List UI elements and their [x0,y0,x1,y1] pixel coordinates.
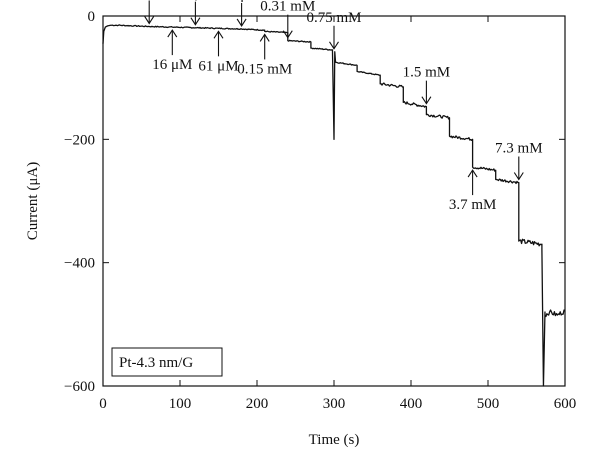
annotation-label: 31 μM [175,0,215,2]
annotation: 0.15 mM [237,33,292,77]
annotation-arrowhead [282,30,293,39]
annotation: 0.31 mM [260,0,315,39]
x-axis-title: Time (s) [309,432,360,448]
annotation-arrowhead [236,18,247,27]
annotation-label: 61 μM [198,58,238,74]
annotation: 31 μM [175,0,215,26]
tick-marks [102,15,566,387]
y-tick-label: −200 [64,132,95,148]
annotation-label: 77 μM [222,0,262,3]
annotation-arrowhead [259,33,270,42]
x-tick-label: 300 [323,396,346,412]
x-tick-label: 500 [477,396,500,412]
legend-box [111,347,223,377]
x-tick-label: 0 [99,396,107,412]
annotation-arrowhead [190,17,201,26]
x-tick-label: 100 [169,396,192,412]
annotation: 61 μM [198,30,239,74]
y-tick-label: −400 [64,256,95,272]
annotation: 8 μM [133,0,166,25]
annotation-label: 0.15 mM [237,61,292,77]
annotation: 1.5 mM [403,65,451,105]
y-tick-label: −600 [64,379,95,395]
series-layer [102,24,566,387]
y-tick-label: 0 [88,9,96,25]
annotation: 0.75 mM [306,10,362,50]
x-tick-label: 200 [246,396,269,412]
x-tick-label: 600 [554,396,577,412]
annotation-arrowhead [167,29,178,38]
annotation-label: 1.5 mM [403,65,451,81]
annotation-arrowhead [144,16,155,25]
annotation-label: 16 μM [152,57,192,73]
annotation-arrowhead [467,169,478,178]
y-axis-title: Current (μA) [25,162,41,240]
annotation: 7.3 mM [495,141,543,181]
tick-labels: 0 100 200 300 400 500 600 0 −200 −400 −600 [64,9,576,412]
annotation-arrowhead [213,30,224,39]
annotation-arrowhead [329,41,339,50]
annotations: 8 μM 16 μM 31 μM 61 μM 77 μM 0.15 mM 0.31 mM0.… [133,0,543,213]
x-tick-label: 400 [400,396,423,412]
annotation-arrowhead [421,96,432,105]
annotation-arrowhead [513,172,524,181]
annotation-label: 0.31 mM [260,0,315,15]
annotation-label: 3.7 mM [449,197,497,213]
series-line [102,24,566,387]
annotation: 3.7 mM [449,169,497,213]
annotation-label: 7.3 mM [495,141,543,157]
annotation: 77 μM [222,0,262,27]
legend: Pt-4.3 nm/G [111,347,223,377]
legend-label: Pt-4.3 nm/G [119,355,193,371]
annotation: 16 μM [152,29,192,73]
annotation-label: 0.75 mM [306,10,361,26]
